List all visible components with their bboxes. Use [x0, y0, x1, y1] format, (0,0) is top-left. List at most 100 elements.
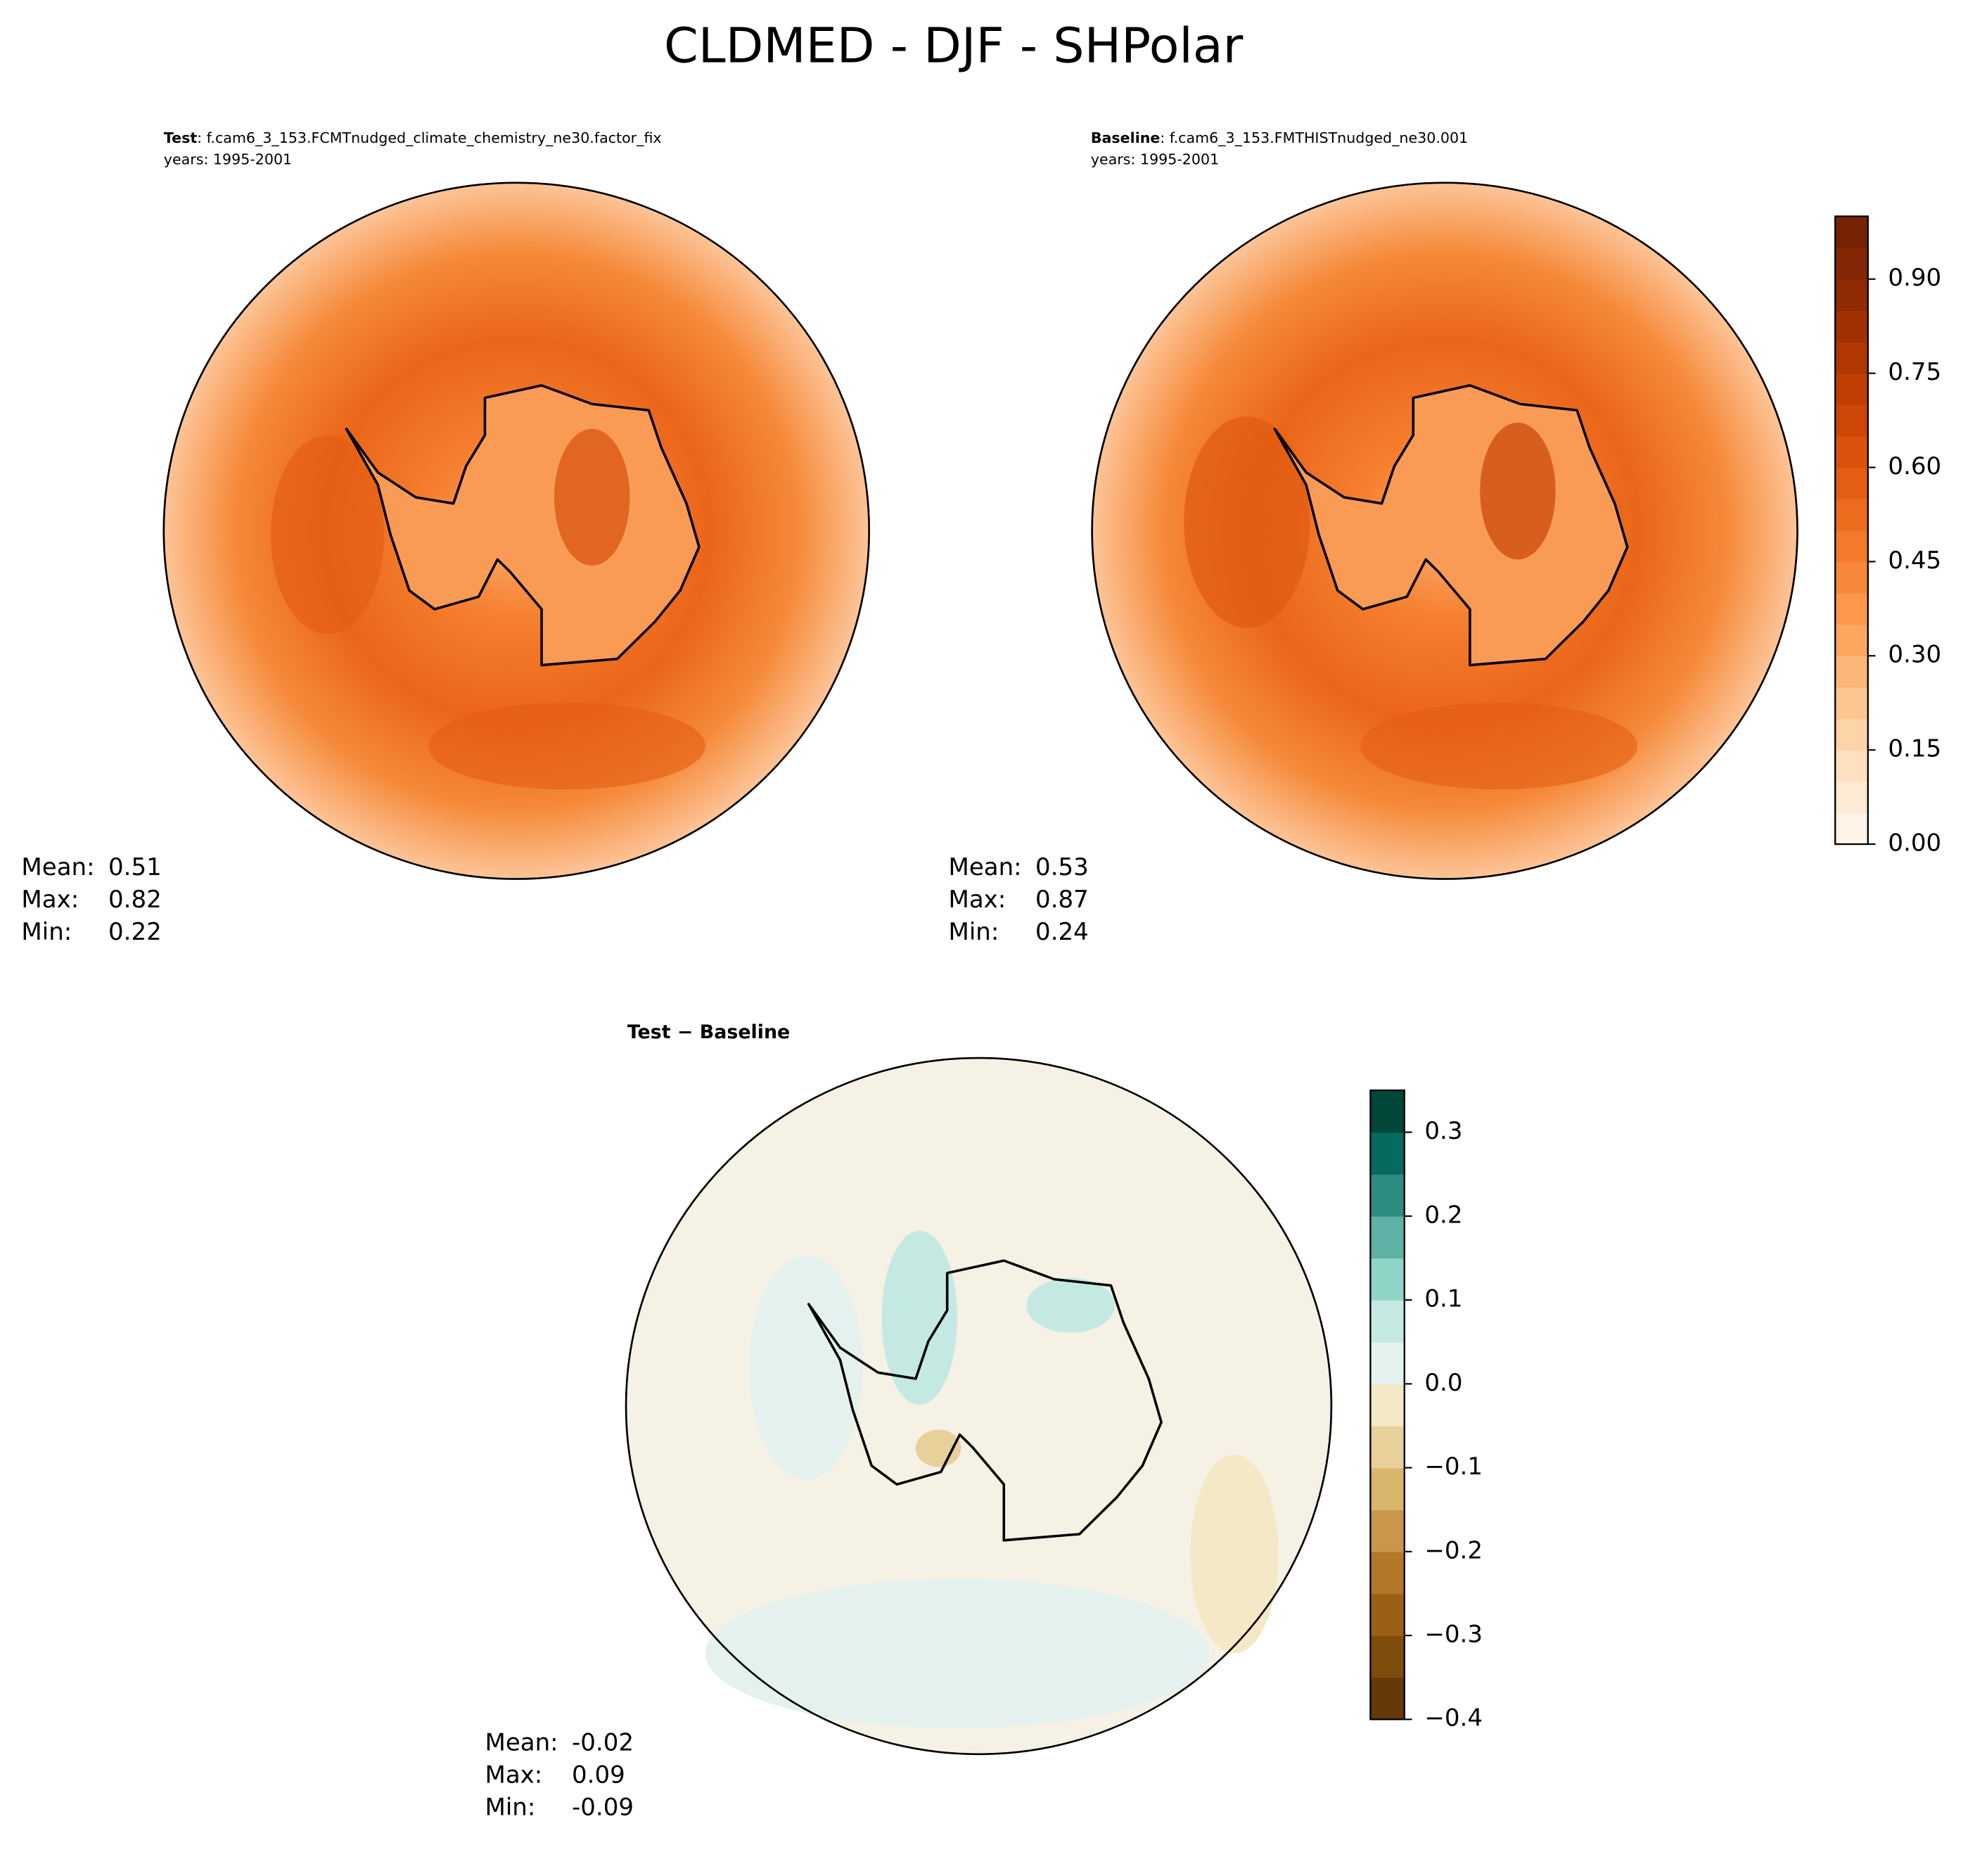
colorbar-tick-label: 0.1: [1424, 1285, 1462, 1313]
colorbar-block: [1835, 624, 1868, 657]
stat-label: Mean:: [21, 853, 94, 881]
colorbar-block: [1370, 1174, 1405, 1217]
stat-value: 0.24: [1035, 918, 1089, 945]
colorbar-tick-label: 0.3: [1424, 1117, 1462, 1144]
colorbar-block: [1835, 781, 1868, 814]
map-panel: Baseline: f.cam6_3_153.FMTHISTnudged_ne3…: [1091, 129, 1798, 880]
colorbar-block: [1370, 1258, 1405, 1301]
colorbar-block: [1835, 310, 1868, 343]
figure-title: CLDMED - DJF - SHPolar: [664, 18, 1244, 74]
map-panel: Test: f.cam6_3_153.FCMTnudged_climate_ch…: [162, 129, 871, 880]
field-blob: [1360, 702, 1638, 790]
colorbar-tick-label: 0.30: [1888, 641, 1941, 668]
colorbar-tick-label: −0.2: [1424, 1536, 1483, 1564]
colorbar-tick-label: 0.75: [1888, 358, 1941, 385]
colorbar-frame: [1834, 215, 1869, 846]
colorbar-block: [1835, 687, 1868, 720]
colorbar-block: [1370, 1090, 1405, 1133]
panel-title: Baseline: f.cam6_3_153.FMTHISTnudged_ne3…: [1091, 129, 1468, 147]
colorbar-block: [1370, 1132, 1405, 1175]
colorbar-tick-label: 0.2: [1424, 1201, 1462, 1229]
field-blob: [1026, 1277, 1115, 1333]
colorbar-block: [1370, 1551, 1405, 1595]
field-blob: [749, 1256, 863, 1480]
panel-title: Test: f.cam6_3_153.FCMTnudged_climate_ch…: [164, 129, 662, 147]
field-blob: [1190, 1454, 1279, 1654]
colorbar-block: [1370, 1300, 1405, 1343]
stat-value: 0.51: [108, 853, 162, 881]
field-blob: [554, 428, 630, 566]
colorbar-block: [1370, 1635, 1405, 1678]
field-blob: [1480, 422, 1556, 560]
stat-value: -0.02: [572, 1729, 634, 1756]
colorbar-block: [1835, 279, 1868, 312]
colorbar-tick-label: 0.15: [1888, 735, 1941, 762]
panel-subtitle: years: 1995-2001: [164, 151, 292, 167]
colorbar-block: [1835, 467, 1868, 499]
colorbar-block: [1835, 216, 1868, 248]
colorbar-frame: [1369, 1089, 1405, 1721]
stat-value: 0.53: [1035, 853, 1089, 881]
panel-subtitle: years: 1995-2001: [1091, 151, 1219, 167]
stat-label: Max:: [21, 886, 79, 913]
map-boundary: [1091, 181, 1798, 880]
colorbar-block: [1835, 435, 1868, 468]
colorbar-block: [1370, 1425, 1405, 1469]
stat-value: 0.09: [572, 1761, 625, 1789]
colorbar-block: [1835, 593, 1868, 625]
stat-value: 0.22: [108, 918, 162, 945]
stat-label: Min:: [948, 918, 999, 945]
colorbar-tick-label: 0.90: [1888, 264, 1941, 291]
colorbar-block: [1835, 530, 1868, 563]
colorbar-block: [1835, 750, 1868, 782]
colorbar-block: [1370, 1341, 1405, 1385]
map-field: [626, 1058, 1331, 1754]
stat-label: Mean:: [948, 853, 1021, 881]
colorbar-block: [1835, 373, 1868, 405]
colorbar-block: [1835, 656, 1868, 688]
field-blob: [705, 1578, 1210, 1728]
colorbar-block: [1835, 404, 1868, 437]
map-boundary: [625, 1057, 1333, 1756]
colorbar-tick-label: 0.45: [1888, 547, 1941, 574]
colorbar-block: [1835, 499, 1868, 531]
colorbar-tick-label: −0.1: [1424, 1453, 1483, 1480]
panel-title: Test − Baseline: [627, 1021, 790, 1043]
stat-label: Max:: [948, 886, 1006, 913]
field-blob: [881, 1230, 958, 1405]
colorbar-block: [1370, 1510, 1405, 1552]
panel-title-rest: : f.cam6_3_153.FMTHISTnudged_ne30.001: [1160, 129, 1468, 147]
colorbar-block: [1835, 248, 1868, 280]
colorbar-block: [1835, 561, 1868, 594]
panel-title-bold: Baseline: [1091, 129, 1161, 146]
colorbar-block: [1835, 342, 1868, 374]
map-panel: Test − Baseline: [625, 1021, 1333, 1756]
colorbar-tick-label: 0.60: [1888, 452, 1941, 480]
colorbar-block: [1370, 1677, 1405, 1721]
stat-label: Min:: [21, 918, 72, 945]
stat-value: 0.87: [1035, 886, 1089, 913]
stat-value: 0.82: [108, 886, 162, 913]
field-blob: [271, 435, 385, 634]
stat-value: -0.09: [572, 1794, 634, 1821]
colorbar-block: [1835, 718, 1868, 751]
colorbar-block: [1370, 1593, 1405, 1636]
field-blob: [428, 702, 705, 790]
colorbar-tick-label: 0.00: [1888, 829, 1941, 857]
panel-title-rest: : f.cam6_3_153.FCMTnudged_climate_chemis…: [197, 129, 661, 147]
colorbar-block: [1835, 812, 1868, 845]
colorbar-tick-label: 0.0: [1424, 1369, 1462, 1396]
colorbar-tick-label: −0.3: [1424, 1621, 1483, 1648]
colorbar-tick-label: −0.4: [1424, 1704, 1483, 1732]
field-blob: [1184, 416, 1310, 628]
stat-label: Max:: [485, 1761, 542, 1789]
colorbar-block: [1370, 1384, 1405, 1427]
map-boundary: [162, 181, 871, 880]
stat-label: Min:: [485, 1794, 535, 1821]
colorbar-block: [1370, 1215, 1405, 1259]
stat-label: Mean:: [485, 1729, 558, 1756]
panel-title-bold: Test: [164, 129, 198, 146]
colorbar-block: [1370, 1467, 1405, 1510]
